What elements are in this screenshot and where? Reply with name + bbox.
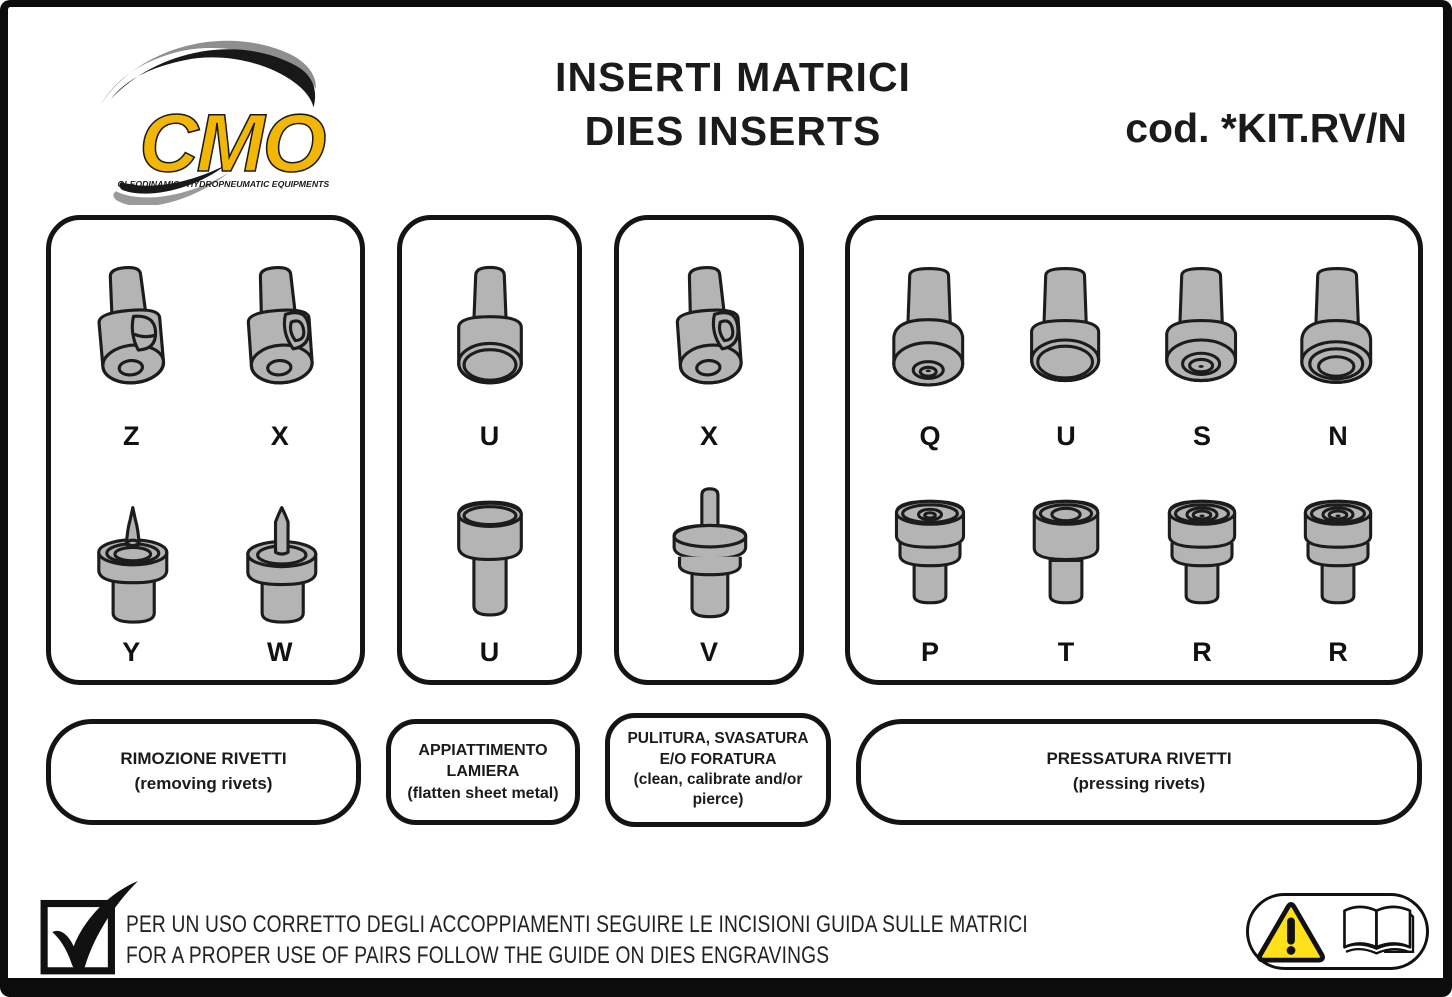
title-italian: INSERTI MATRICI [555,54,911,100]
die-illustration-flatface-t [1003,481,1129,631]
caption-english: (removing rivets) [134,774,273,793]
die-illustration-ring-r [1139,481,1265,631]
die-label: T [1057,637,1075,667]
die-label: R [1328,637,1348,667]
die-illustration-dimple-q [867,265,993,415]
cmo-logo: CMO OLEODINAMIC - HYDROPNEUMATIC EQUIPME… [100,40,330,205]
checked-box-icon [40,881,138,975]
die-illustration-pin-w [220,479,340,631]
panel-removing-rivets: Z X Y W [46,215,365,685]
die-cell: N [1270,234,1406,450]
title-english: DIES INSERTS [584,108,882,154]
die-illustration-teardrop-x [220,263,340,415]
die-label: P [920,637,939,667]
panel-pressing-rivets: Q U S N P T R R [845,215,1423,685]
die-cell: Z [57,234,206,450]
die-cell: U [998,234,1134,450]
usage-note-italian: PER UN USO CORRETTO DEGLI ACCOPPIAMENTI … [126,911,1028,938]
die-cell: X [623,234,795,450]
die-cell: Q [862,234,998,450]
safety-symbols-pill [1246,893,1429,970]
die-illustration-deepcup-n [1275,265,1401,415]
die-label: W [267,637,293,667]
page-title: INSERTI MATRICI DIES INSERTS [438,57,1028,152]
die-cell: P [862,450,998,666]
caption-removing-rivets: RIMOZIONE RIVETTI (removing rivets) [46,719,361,825]
die-illustration-cup-s [1139,265,1265,415]
die-cell: R [1134,450,1270,666]
die-label: Y [122,637,141,667]
caption-italian: PRESSATURA RIVETTI [1046,749,1232,769]
die-illustration-countersink-p [867,481,993,631]
die-cell: Y [57,450,206,666]
die-illustration-flat-u [1003,265,1129,415]
caption-italian: RIMOZIONE RIVETTI [120,749,287,769]
die-label: V [699,637,718,667]
logo-swoosh-tail-black [119,164,227,194]
die-label: X [270,421,289,451]
die-illustration-teardrop-x [649,263,769,415]
panel-clean-calibrate-pierce: X V [614,215,804,685]
die-label: N [1328,421,1348,451]
caption-english: (clean, calibrate and/or pierce) [633,771,803,809]
die-cell: R [1270,450,1406,666]
warning-triangle-icon [1256,901,1325,963]
die-cell: T [998,450,1134,666]
user-manual-book-icon [1342,905,1414,955]
die-illustration-flat-u-up [430,479,550,631]
die-cell: U [406,450,573,666]
caption-english: (flatten sheet metal) [407,784,559,802]
die-label: S [1192,421,1211,451]
die-label: X [699,421,718,451]
die-label: U [479,421,500,451]
caption-pressing-rivets: PRESSATURA RIVETTI (pressing rivets) [856,719,1422,825]
die-illustration-pin-v [649,479,769,631]
kit-code: cod. *KIT.RV/N [1125,105,1407,151]
usage-note-english: FOR A PROPER USE OF PAIRS FOLLOW THE GUI… [126,942,830,970]
die-cell: U [406,234,573,450]
logo-tagline: OLEODINAMIC - HYDROPNEUMATIC EQUIPMENTS [118,179,330,189]
die-illustration-ring-r [1275,481,1401,631]
die-illustration-cone-y [71,479,191,631]
caption-flatten-sheet-metal: APPIATTIMENTO LAMIERA (flatten sheet met… [386,719,580,825]
logo-swoosh-top-black [110,49,316,108]
die-cell: X [206,234,355,450]
logo-wordmark: CMO [139,98,325,189]
die-illustration-slotted-z [71,263,191,415]
die-label: Q [919,421,941,451]
die-cell: S [1134,234,1270,450]
die-cell: V [623,450,795,666]
die-label: U [1056,421,1076,451]
die-label: Z [123,421,140,451]
caption-italian: PULITURA, SVASATURA E/O FORATURA [627,730,809,768]
die-illustration-flat-u-down [430,263,550,415]
caption-english: (pressing rivets) [1072,774,1206,793]
caption-italian: APPIATTIMENTO LAMIERA [418,741,548,781]
logo-swoosh-tail-gray [113,172,229,205]
die-cell: W [206,450,355,666]
usage-note: PER UN USO CORRETTO DEGLI ACCOPPIAMENTI … [126,909,1028,971]
die-label: R [1192,637,1212,667]
die-label: U [479,637,500,667]
caption-clean-calibrate-pierce: PULITURA, SVASATURA E/O FORATURA (clean,… [605,713,831,827]
panel-flatten-sheet-metal: U U [397,215,582,685]
